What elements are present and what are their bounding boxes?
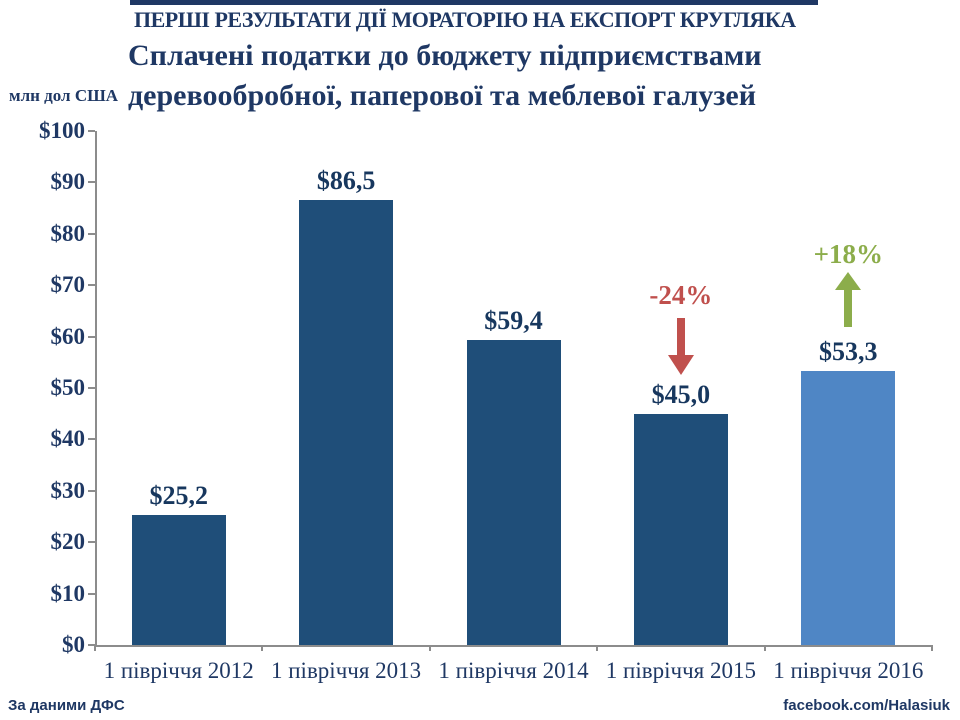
y-tick-mark (88, 335, 95, 338)
y-tick-mark (88, 438, 95, 441)
bar-1 півріччя 2012 (131, 515, 226, 645)
x-tick-mark (94, 645, 96, 651)
y-tick-label: $40 (50, 426, 86, 452)
y-tick-label: $70 (50, 272, 86, 298)
bar-value-label: $25,2 (149, 481, 208, 511)
header-kicker: ПЕРШІ РЕЗУЛЬТАТИ ДІЇ МОРАТОРІЮ НА ЕКСПОР… (134, 7, 796, 32)
bar-value-label: $86,5 (316, 166, 376, 196)
y-tick-label: $0 (62, 632, 85, 657)
y-tick-mark (88, 232, 95, 235)
x-tick-mark (931, 645, 933, 651)
x-tick-mark (596, 645, 599, 651)
x-category-label: 1 півріччя 2015 (605, 658, 756, 683)
y-tick-label: $30 (50, 477, 86, 503)
annotation-decrease-label: -24% (649, 279, 713, 310)
y-tick-label: $80 (50, 220, 86, 246)
x-category-label: 1 півріччя 2012 (103, 658, 254, 683)
y-tick-label: $100 (39, 118, 85, 143)
bar-1 півріччя 2015 (633, 413, 728, 645)
x-tick-mark (763, 645, 766, 651)
x-tick-mark (261, 645, 264, 651)
y-tick-label: $20 (50, 529, 86, 555)
bar-value-label: $53,3 (819, 337, 878, 367)
y-tick-mark (88, 592, 95, 595)
y-tick-mark (88, 181, 95, 184)
y-axis-unit-label: млн дол США (9, 86, 119, 105)
y-tick-label: $90 (50, 169, 86, 195)
y-tick-mark (88, 489, 95, 492)
credit-link: facebook.com/Halasiuk (783, 697, 950, 714)
chart-title: Сплачені податки до бюджету підприємства… (128, 36, 938, 116)
y-tick-label: $60 (50, 323, 86, 349)
source-note: За даними ДФС (8, 697, 125, 714)
bar-value-label: $45,0 (651, 379, 711, 409)
bar-1 півріччя 2013 (299, 200, 394, 645)
y-tick-mark (88, 130, 95, 132)
annotation-increase-label: +18% (813, 239, 883, 270)
x-tick-mark (428, 645, 431, 651)
y-tick-label: $10 (50, 580, 86, 606)
up-arrow-icon (835, 272, 862, 328)
x-category-label: 1 півріччя 2013 (271, 658, 422, 683)
down-arrow-icon (667, 317, 694, 375)
y-tick-mark (88, 387, 95, 389)
y-tick-mark (88, 644, 95, 646)
bar-1 півріччя 2016 (801, 371, 896, 645)
x-axis-line (95, 645, 932, 647)
top-accent-strip (130, 0, 818, 5)
y-axis-line (95, 131, 97, 647)
chart-title-line-2: деревообробної, паперової та меблевої га… (128, 79, 757, 112)
x-category-label: 1 півріччя 2016 (773, 658, 924, 683)
y-tick-label: $50 (50, 375, 86, 400)
chart-title-line-1: Сплачені податки до бюджету підприємства… (128, 39, 762, 72)
y-tick-mark (88, 541, 95, 544)
bar-1 півріччя 2014 (466, 339, 561, 645)
y-tick-mark (88, 284, 95, 287)
x-category-label: 1 півріччя 2014 (438, 658, 589, 683)
bar-value-label: $59,4 (484, 305, 543, 335)
